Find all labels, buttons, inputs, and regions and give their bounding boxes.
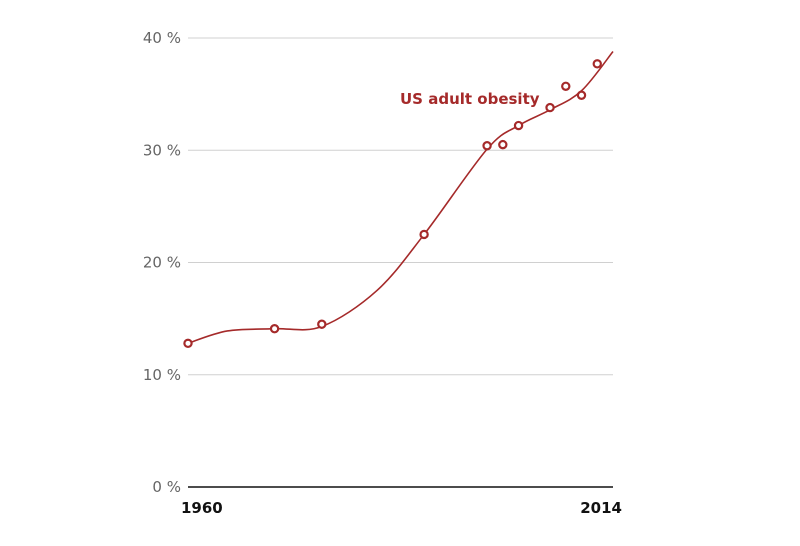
x-tick-label-end: 2014 — [580, 499, 622, 517]
data-point — [317, 319, 327, 329]
y-tick-label: 0 % — [152, 478, 181, 496]
y-tick-label: 30 % — [143, 141, 181, 159]
y-tick-label: 40 % — [143, 29, 181, 47]
series-points — [183, 59, 602, 349]
data-point — [545, 102, 555, 113]
y-tick-label: 20 % — [143, 254, 181, 272]
data-point — [592, 59, 602, 69]
data-point — [498, 139, 508, 150]
data-point — [269, 324, 280, 334]
x-axis-ticks: 1960 2014 — [181, 499, 622, 517]
data-point — [513, 120, 524, 131]
data-point — [419, 229, 429, 240]
y-tick-label: 10 % — [143, 366, 181, 384]
y-axis-ticks: 0 % 10 % 20 % 30 % 40 % — [143, 29, 181, 496]
data-point — [482, 141, 492, 151]
series-label: US adult obesity — [400, 90, 540, 108]
x-tick-label-start: 1960 — [181, 499, 223, 517]
gridlines — [188, 37, 613, 376]
data-point — [561, 81, 571, 91]
data-point — [576, 90, 587, 100]
data-point — [183, 338, 193, 349]
